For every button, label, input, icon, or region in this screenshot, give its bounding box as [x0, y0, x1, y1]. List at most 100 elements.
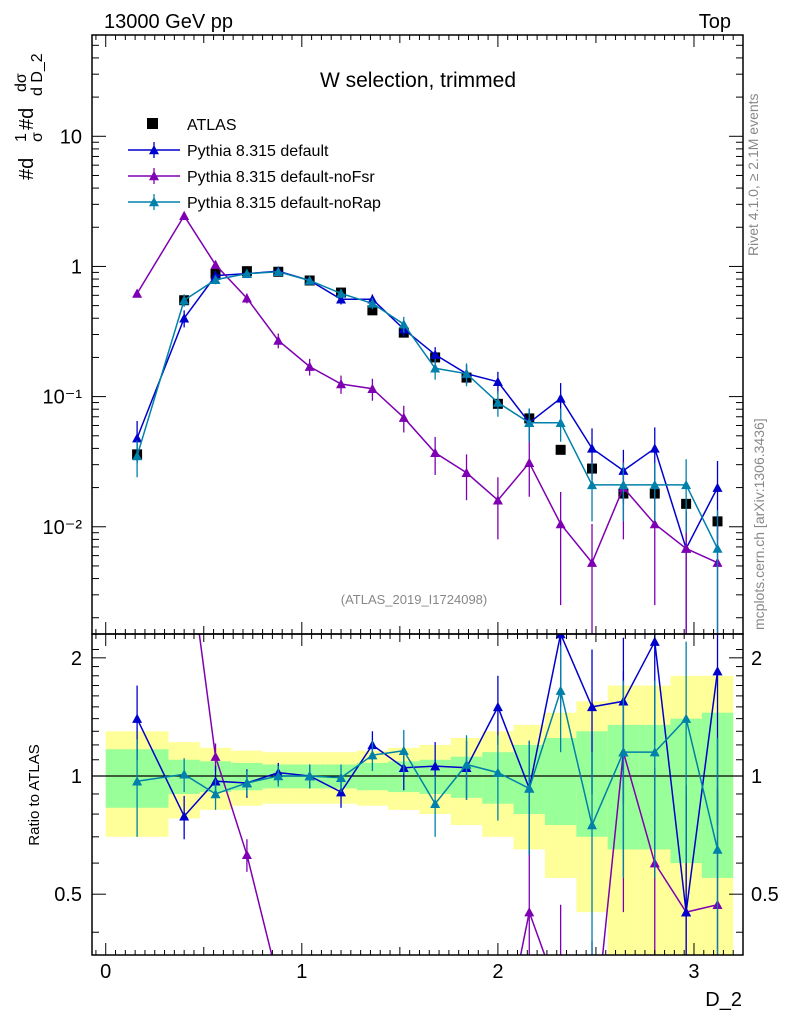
y-label-part-b: 1	[13, 133, 30, 142]
pythia-8-315-default-norap-ratio-point	[336, 772, 347, 782]
y-label-part-f: d D_2	[29, 53, 46, 96]
pythia-8-315-default-point	[587, 443, 598, 453]
pythia-8-315-default-norap-ratio-point	[681, 713, 692, 723]
pythia-8-315-default-ratio-point	[430, 761, 441, 771]
pythia-8-315-default-norap-ratio-point	[649, 747, 660, 757]
pythia-8-315-default-norap-point	[398, 319, 409, 329]
pythia-8-315-default-norap-point	[430, 363, 441, 373]
x-axis-label: D_2	[705, 989, 742, 1011]
pythia-8-315-default-nofsr-ratio-point	[524, 907, 535, 917]
pythia-8-315-default-norap-ratio-point	[587, 820, 598, 830]
ratio-axis-label: Ratio to ATLAS	[26, 744, 43, 845]
chart-title: W selection, trimmed	[320, 69, 516, 92]
pythia-8-315-default-norap-point	[681, 479, 692, 490]
pythia-8-315-default-point	[649, 443, 660, 453]
main-y-axis-label: #d 1 σ #d dσ d D_2	[13, 53, 46, 180]
pythia-8-315-default-norap-point	[132, 450, 143, 461]
pythia-8-315-default-nofsr-point	[461, 467, 472, 477]
pythia-8-315-default-nofsr-point	[273, 335, 284, 345]
pythia-8-315-default-nofsr-point	[430, 447, 441, 458]
pythia-8-315-default-ratio-point	[555, 634, 566, 639]
legend-label-pythia-8-315-default: Pythia 8.315 default	[187, 143, 329, 160]
legend-label-pythia-8-315-default-norap: Pythia 8.315 default-noRap	[187, 195, 381, 212]
pythia-8-315-default-norap-ratio-point	[492, 767, 503, 777]
pythia-8-315-default-ratio-point	[179, 811, 190, 821]
pythia-8-315-default-norap-ratio-point	[524, 783, 535, 793]
pythia-8-315-default-nofsr-ratio-point	[241, 849, 252, 860]
pythia-8-315-default-norap-point	[367, 298, 378, 308]
pythia-8-315-default-norap-point	[241, 268, 252, 278]
pythia-8-315-default-norap-ratio-point	[430, 798, 441, 808]
pythia-8-315-default-nofsr-line	[136, 214, 718, 565]
atlas-point	[367, 305, 378, 316]
x-tick-label: 2	[492, 961, 503, 983]
main-panel-series	[132, 210, 723, 634]
pythia-8-315-default-nofsr-point	[210, 259, 221, 270]
pythia-8-315-default-norap-point	[618, 479, 629, 490]
top-label: Top	[699, 11, 731, 33]
pythia-8-315-default-norap-point	[304, 275, 315, 285]
pythia-8-315-default-norap-ratio-point	[712, 844, 723, 854]
y-label-part-d: #d	[16, 108, 38, 130]
pythia-8-315-default-nofsr-ratio-point	[367, 1007, 377, 1016]
pythia-8-315-default-nofsr-ratio-point	[273, 976, 283, 985]
pythia-8-315-default-norap-point	[210, 274, 221, 285]
x-tick-label: 3	[688, 961, 699, 983]
pythia-8-315-default-nofsr-point	[587, 557, 598, 567]
pythia-8-315-default-norap-ratio-point	[555, 685, 566, 695]
y-label-part-e: dσ	[13, 73, 30, 92]
pythia-8-315-default-nofsr-point	[132, 288, 143, 298]
pythia-8-315-default-nofsr-point	[241, 293, 252, 303]
pythia-8-315-default-nofsr-point	[367, 383, 378, 393]
pythia-8-315-default-ratio-point	[649, 636, 660, 646]
pythia-8-315-default-nofsr-point	[304, 361, 315, 371]
pythia-8-315-default-ratio-point	[492, 701, 503, 712]
ratio-tick-label-left: 0.5	[54, 884, 82, 906]
pythia-8-315-default-nofsr-point	[555, 519, 566, 529]
pythia-8-315-default-norap-ratio-point	[304, 771, 315, 781]
pythia-8-315-default-nofsr-point	[179, 210, 190, 221]
pythia-8-315-default-norap-ratio-point	[132, 776, 143, 786]
x-tick-label: 1	[296, 961, 307, 983]
y-label-part-a: #d	[16, 158, 38, 180]
pythia-8-315-default-ratio-point	[681, 907, 692, 917]
green-band-bin	[544, 737, 577, 826]
legend-marker-pythia-8-315-default-nofsr	[149, 171, 159, 181]
pythia-8-315-default-norap-point	[492, 397, 503, 407]
pythia-8-315-default-norap-ratio-point	[210, 788, 221, 799]
pythia-8-315-default-norap-ratio-point	[179, 769, 190, 779]
ratio-uncertainty-bands	[105, 675, 734, 955]
pythia-8-315-default-nofsr-point	[398, 412, 409, 422]
pythia-8-315-default-nofsr-ratio-point	[556, 994, 566, 1003]
ratio-tick-label-right: 0.5	[751, 884, 779, 906]
pythia-8-315-default-norap-ratio-point	[461, 759, 472, 769]
pythia-8-315-default-nofsr-point	[336, 378, 347, 389]
pythia-8-315-default-norap-point	[587, 479, 598, 490]
y-tick-label: 1	[71, 256, 82, 278]
pythia-8-315-default-point	[712, 482, 723, 492]
ratio-tick-label-left: 2	[71, 648, 82, 670]
mcplots-label: mcplots.cern.ch [arXiv:1306.3436]	[751, 418, 767, 630]
pythia-8-315-default-point	[179, 313, 190, 323]
pythia-8-315-default-norap-point	[273, 266, 284, 277]
legend: ATLAS Pythia 8.315 default Pythia 8.315 de…	[128, 117, 381, 212]
pythia-8-315-default-nofsr-ratio-point	[179, 515, 189, 524]
pythia-8-315-default-point	[430, 349, 441, 359]
pythia-8-315-default-norap-point	[524, 417, 535, 427]
y-label-part-c: σ	[29, 132, 46, 142]
atlas-point	[555, 444, 566, 455]
y-tick-label: 10⁻²	[43, 517, 83, 539]
pythia-8-315-default-ratio-point	[587, 701, 598, 712]
x-tick-label: 0	[100, 961, 111, 983]
y-tick-label: 10	[60, 126, 82, 148]
pythia-8-315-default-norap-ratio-point	[398, 745, 409, 755]
legend-label-pythia-8-315-default-nofsr: Pythia 8.315 default-noFsr	[187, 169, 375, 186]
pythia-8-315-default-norap-point	[179, 295, 190, 305]
ratio-tick-label-left: 1	[71, 766, 82, 788]
pythia-8-315-default-point	[336, 294, 347, 304]
analysis-label: (ATLAS_2019_I1724098)	[341, 592, 487, 607]
pythia-8-315-default-ratio-point	[712, 666, 723, 676]
pythia-8-315-default-point	[555, 393, 566, 403]
legend-marker-atlas	[147, 118, 158, 129]
